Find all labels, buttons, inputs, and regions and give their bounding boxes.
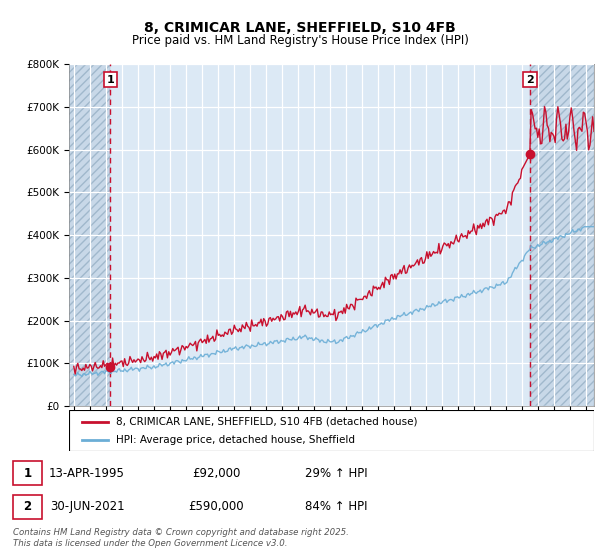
Text: Contains HM Land Registry data © Crown copyright and database right 2025.
This d: Contains HM Land Registry data © Crown c… [13, 528, 349, 548]
Text: 13-APR-1995: 13-APR-1995 [49, 466, 125, 480]
Bar [69, 64, 110, 406]
Text: HPI: Average price, detached house, Sheffield: HPI: Average price, detached house, Shef… [116, 435, 355, 445]
Text: 8, CRIMICAR LANE, SHEFFIELD, S10 4FB: 8, CRIMICAR LANE, SHEFFIELD, S10 4FB [144, 21, 456, 35]
Text: 29% ↑ HPI: 29% ↑ HPI [305, 466, 367, 480]
Text: 2: 2 [526, 74, 534, 85]
Text: £590,000: £590,000 [188, 500, 244, 514]
Text: Price paid vs. HM Land Registry's House Price Index (HPI): Price paid vs. HM Land Registry's House … [131, 34, 469, 47]
Text: 30-JUN-2021: 30-JUN-2021 [50, 500, 124, 514]
Text: 84% ↑ HPI: 84% ↑ HPI [305, 500, 367, 514]
Bar [530, 64, 594, 406]
Text: 1: 1 [106, 74, 114, 85]
Text: 2: 2 [23, 500, 32, 514]
Text: 1: 1 [23, 466, 32, 480]
Text: £92,000: £92,000 [192, 466, 240, 480]
Text: 8, CRIMICAR LANE, SHEFFIELD, S10 4FB (detached house): 8, CRIMICAR LANE, SHEFFIELD, S10 4FB (de… [116, 417, 418, 427]
